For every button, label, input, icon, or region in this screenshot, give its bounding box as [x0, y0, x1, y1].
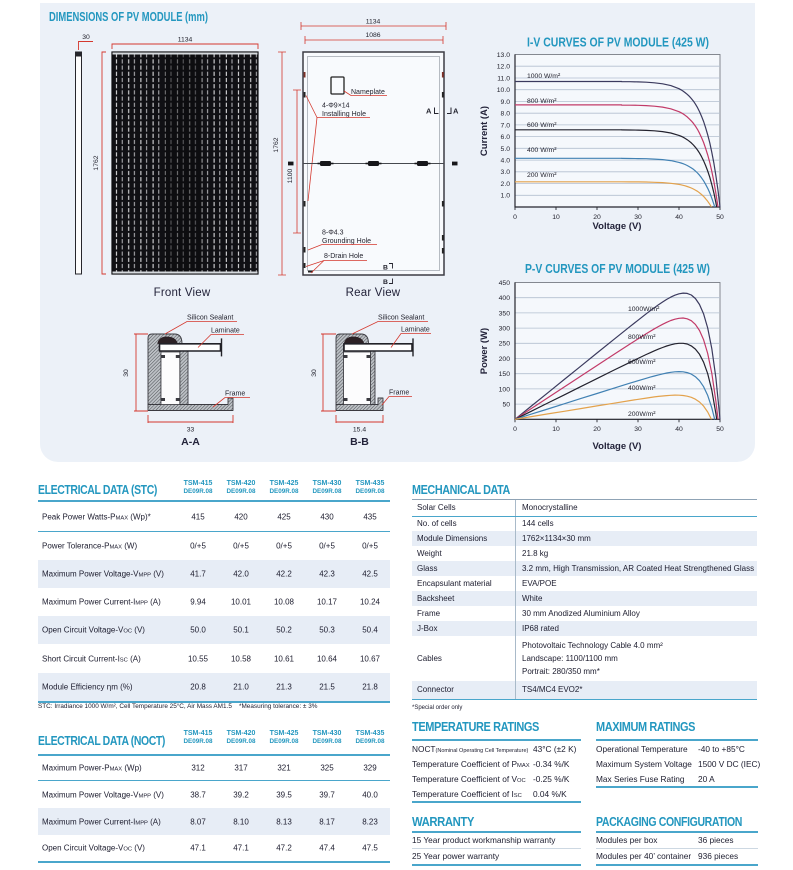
svg-text:10: 10 — [552, 426, 560, 433]
svg-text:200: 200 — [499, 356, 511, 363]
svg-text:1134: 1134 — [178, 37, 193, 44]
svg-text:33: 33 — [187, 427, 195, 434]
svg-text:20: 20 — [593, 214, 601, 221]
svg-text:Current (A): Current (A) — [479, 106, 490, 156]
svg-text:40: 40 — [675, 214, 683, 221]
svg-text:8-Drain Hole: 8-Drain Hole — [324, 253, 363, 260]
svg-text:Silicon Sealant: Silicon Sealant — [187, 315, 233, 322]
svg-text:30: 30 — [123, 369, 130, 377]
svg-text:4-Φ9×14: 4-Φ9×14 — [322, 103, 350, 110]
svg-text:250: 250 — [499, 341, 511, 348]
svg-text:A: A — [453, 107, 459, 116]
svg-text:50: 50 — [716, 214, 724, 221]
svg-text:2.0: 2.0 — [501, 181, 511, 188]
svg-text:800W/m²: 800W/m² — [628, 334, 656, 341]
svg-text:400W/m²: 400W/m² — [628, 385, 656, 392]
svg-text:200 W/m²: 200 W/m² — [527, 172, 557, 179]
svg-text:1086: 1086 — [365, 32, 380, 39]
svg-text:9.0: 9.0 — [501, 99, 511, 106]
svg-text:1000W/m²: 1000W/m² — [628, 306, 660, 313]
svg-text:10.0: 10.0 — [497, 87, 510, 94]
svg-text:8-Φ4.3: 8-Φ4.3 — [322, 230, 344, 237]
svg-text:B: B — [383, 279, 388, 286]
svg-text:Frame: Frame — [389, 390, 409, 397]
svg-text:DIMENSIONS OF PV MODULE (mm): DIMENSIONS OF PV MODULE (mm) — [49, 10, 208, 24]
svg-text:B: B — [383, 265, 388, 272]
svg-text:1.0: 1.0 — [501, 193, 511, 200]
svg-text:400 W/m²: 400 W/m² — [527, 147, 557, 154]
svg-text:Laminate: Laminate — [401, 327, 430, 334]
svg-text:8.0: 8.0 — [501, 111, 511, 118]
svg-text:1000 W/m²: 1000 W/m² — [527, 73, 561, 80]
svg-text:10: 10 — [552, 214, 560, 221]
svg-text:20: 20 — [593, 426, 601, 433]
svg-text:3.0: 3.0 — [501, 169, 511, 176]
svg-text:5.0: 5.0 — [501, 146, 511, 153]
svg-text:Front View: Front View — [154, 287, 211, 299]
svg-text:12.0: 12.0 — [497, 64, 510, 71]
svg-text:15.4: 15.4 — [353, 427, 366, 434]
svg-text:11.0: 11.0 — [497, 75, 510, 82]
svg-text:Rear View: Rear View — [346, 287, 401, 299]
svg-text:50: 50 — [716, 426, 724, 433]
svg-text:Installing Hole: Installing Hole — [322, 111, 366, 118]
svg-text:A-A: A-A — [181, 436, 200, 448]
svg-text:450: 450 — [499, 280, 511, 287]
svg-text:30: 30 — [82, 34, 90, 41]
svg-text:0: 0 — [513, 214, 517, 221]
svg-text:1762: 1762 — [93, 155, 100, 170]
svg-text:1762: 1762 — [273, 137, 280, 152]
svg-text:Voltage (V): Voltage (V) — [593, 221, 642, 232]
svg-text:0: 0 — [513, 426, 517, 433]
svg-text:350: 350 — [499, 310, 511, 317]
svg-text:4.0: 4.0 — [501, 158, 511, 165]
svg-text:200W/m²: 200W/m² — [628, 411, 656, 418]
svg-text:100: 100 — [499, 386, 511, 393]
svg-text:150: 150 — [499, 371, 511, 378]
svg-text:6.0: 6.0 — [501, 134, 511, 141]
svg-text:Nameplate: Nameplate — [351, 89, 385, 96]
svg-text:1100: 1100 — [287, 168, 294, 183]
svg-text:Frame: Frame — [225, 391, 245, 398]
svg-text:50: 50 — [502, 402, 510, 409]
svg-text:40: 40 — [675, 426, 683, 433]
svg-text:30: 30 — [634, 426, 642, 433]
svg-text:300: 300 — [499, 326, 511, 333]
svg-text:30: 30 — [634, 214, 642, 221]
svg-text:Silicon Sealant: Silicon Sealant — [378, 315, 424, 322]
svg-text:Laminate: Laminate — [211, 328, 240, 335]
svg-text:600 W/m²: 600 W/m² — [527, 122, 557, 129]
svg-text:600W/m²: 600W/m² — [628, 359, 656, 366]
svg-text:Power (W): Power (W) — [479, 328, 490, 374]
svg-text:400: 400 — [499, 295, 511, 302]
svg-text:Voltage (V): Voltage (V) — [593, 441, 642, 452]
svg-text:13.0: 13.0 — [497, 52, 510, 59]
svg-text:A: A — [426, 107, 432, 116]
svg-text:B-B: B-B — [350, 436, 369, 448]
svg-text:Grounding Hole: Grounding Hole — [322, 238, 371, 245]
svg-text:P-V CURVES OF PV MODULE (425 W: P-V CURVES OF PV MODULE (425 W) — [525, 262, 710, 276]
svg-text:1134: 1134 — [366, 19, 381, 26]
svg-text:I-V CURVES OF PV MODULE (425 W: I-V CURVES OF PV MODULE (425 W) — [527, 36, 709, 50]
svg-text:7.0: 7.0 — [501, 122, 511, 129]
svg-text:30: 30 — [311, 369, 318, 377]
svg-text:800 W/m²: 800 W/m² — [527, 98, 557, 105]
